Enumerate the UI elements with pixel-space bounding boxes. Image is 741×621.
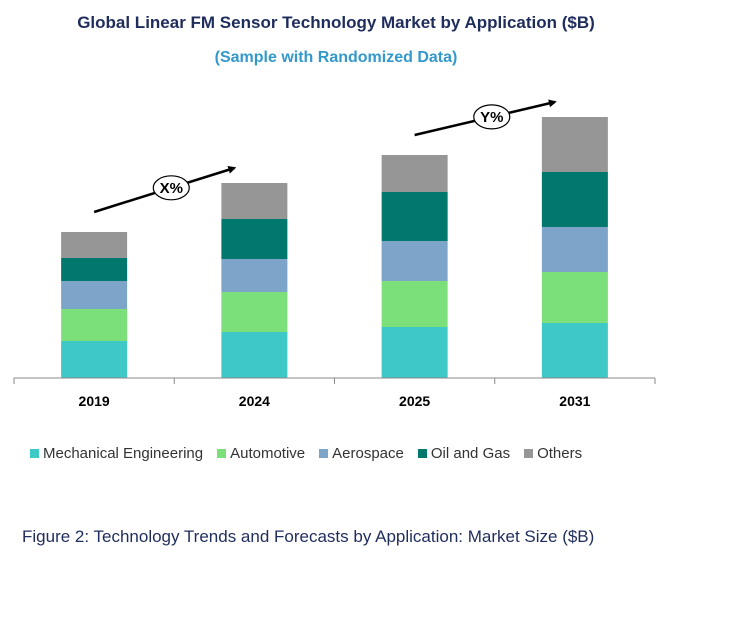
legend-swatch (30, 449, 39, 458)
bars-group (61, 117, 608, 378)
legend-swatch (217, 449, 227, 458)
growth-label-X%: X% (160, 180, 183, 197)
bar-automotive-2024 (221, 292, 288, 332)
bar-mechanical-engineering-2019 (61, 341, 128, 378)
legend: Mechanical Engineering Automotive Aerospac… (30, 445, 730, 462)
legend-label: Oil and Gas (430, 445, 511, 462)
legend-label: Others (537, 445, 583, 462)
bar-oil-and-gas-2031 (541, 172, 608, 227)
bar-mechanical-engineering-2031 (541, 323, 608, 378)
legend-label: Mechanical Engineering (43, 445, 204, 462)
bar-oil-and-gas-2024 (221, 219, 288, 259)
bar-aerospace-2024 (221, 259, 288, 292)
legend-item-mechanical-engineering: Mechanical Engineering (30, 445, 203, 462)
bar-others-2019 (61, 232, 128, 258)
growth-label-bubble (152, 175, 190, 201)
x-tick-label-2031: 2031 (559, 393, 590, 409)
legend-swatch (524, 449, 534, 458)
x-tick-label-2019: 2019 (79, 393, 110, 409)
bar-others-2025 (381, 155, 448, 192)
x-tick-label-2024: 2024 (239, 393, 270, 409)
bar-others-2031 (541, 117, 608, 172)
legend-swatch (319, 449, 329, 458)
bar-oil-and-gas-2025 (381, 192, 448, 241)
x-tick-labels: 2019 2024 2025 2031 (79, 393, 591, 409)
bar-mechanical-engineering-2025 (381, 327, 448, 378)
bar-aerospace-2019 (61, 281, 128, 309)
growth-label-Y%: Y% (480, 109, 503, 126)
legend-label: Automotive (230, 445, 306, 462)
legend-item-aerospace: Aerospace (319, 445, 404, 462)
bar-mechanical-engineering-2024 (221, 332, 288, 378)
growth-annotations: X% Y% (93, 99, 557, 214)
x-axis (13, 377, 656, 384)
bar-automotive-2019 (61, 309, 128, 341)
x-tick-label-2025: 2025 (399, 393, 430, 409)
bar-aerospace-2031 (541, 227, 608, 272)
bar-oil-and-gas-2019 (61, 258, 128, 281)
legend-swatch (417, 449, 427, 458)
bar-automotive-2025 (381, 281, 448, 327)
bar-automotive-2031 (541, 272, 608, 323)
legend-label: Aerospace (332, 445, 404, 462)
figure-caption: Figure 2: Technology Trends and Forecast… (22, 527, 595, 546)
legend-item-others: Others (524, 445, 582, 462)
bar-others-2024 (221, 183, 288, 219)
chart-title: Global Linear FM Sensor Technology Marke… (77, 13, 595, 32)
growth-label-bubble (473, 104, 511, 130)
bar-aerospace-2025 (381, 241, 448, 281)
legend-item-automotive: Automotive (217, 445, 305, 462)
chart-subtitle: (Sample with Randomized Data) (215, 49, 458, 66)
legend-item-oil-and-gas: Oil and Gas (417, 445, 511, 462)
